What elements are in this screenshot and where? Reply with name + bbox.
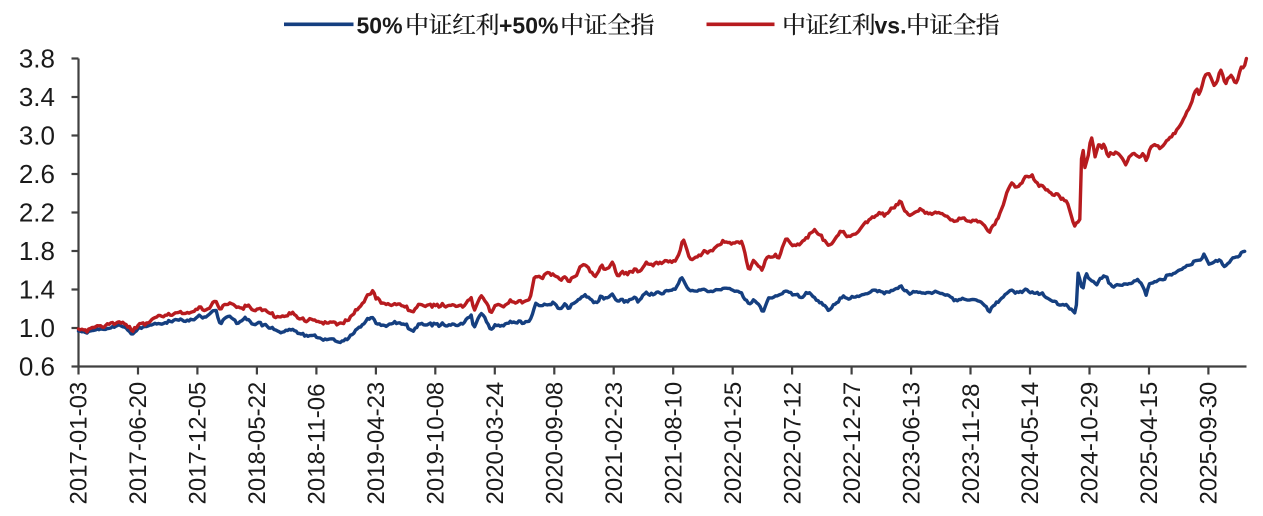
svg-text:2021-08-10: 2021-08-10: [660, 382, 687, 505]
svg-text:3.8: 3.8: [19, 44, 55, 74]
svg-text:2025-09-30: 2025-09-30: [1196, 382, 1223, 505]
svg-text:3.4: 3.4: [19, 82, 55, 112]
svg-text:1.0: 1.0: [19, 313, 55, 343]
svg-text:2019-04-23: 2019-04-23: [363, 382, 390, 505]
svg-text:2024-05-14: 2024-05-14: [1017, 382, 1044, 505]
svg-text:+50%: +50%: [499, 12, 558, 38]
svg-text:2.6: 2.6: [19, 159, 55, 189]
svg-text:2022-12-27: 2022-12-27: [839, 382, 866, 505]
svg-text:0.6: 0.6: [19, 352, 55, 382]
svg-text:2017-12-05: 2017-12-05: [185, 382, 212, 505]
svg-text:50%: 50%: [357, 12, 403, 38]
svg-text:1.4: 1.4: [19, 275, 55, 305]
svg-text:2017-01-03: 2017-01-03: [66, 382, 93, 505]
svg-text:2023-11-28: 2023-11-28: [958, 384, 985, 505]
svg-text:2022-01-25: 2022-01-25: [720, 382, 747, 505]
svg-text:2019-10-08: 2019-10-08: [423, 382, 450, 505]
svg-text:2022-07-12: 2022-07-12: [779, 382, 806, 505]
svg-text:2021-02-23: 2021-02-23: [601, 382, 628, 505]
svg-text:2023-06-13: 2023-06-13: [898, 382, 925, 505]
svg-text:2018-11-06: 2018-11-06: [304, 384, 331, 505]
svg-text:3.0: 3.0: [19, 121, 55, 151]
svg-text:2025-04-15: 2025-04-15: [1136, 382, 1163, 505]
svg-text:2020-03-24: 2020-03-24: [482, 382, 509, 505]
svg-text:2024-10-29: 2024-10-29: [1077, 382, 1104, 505]
svg-text:2020-09-08: 2020-09-08: [542, 382, 569, 505]
svg-text:vs.: vs.: [875, 12, 907, 38]
svg-text:2.2: 2.2: [19, 198, 55, 228]
svg-text:2017-06-20: 2017-06-20: [125, 382, 152, 505]
svg-text:1.8: 1.8: [19, 236, 55, 266]
svg-text:2018-05-22: 2018-05-22: [244, 382, 271, 505]
